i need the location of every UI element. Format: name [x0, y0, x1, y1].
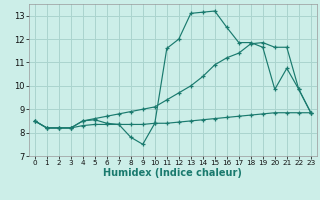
- X-axis label: Humidex (Indice chaleur): Humidex (Indice chaleur): [103, 168, 242, 178]
